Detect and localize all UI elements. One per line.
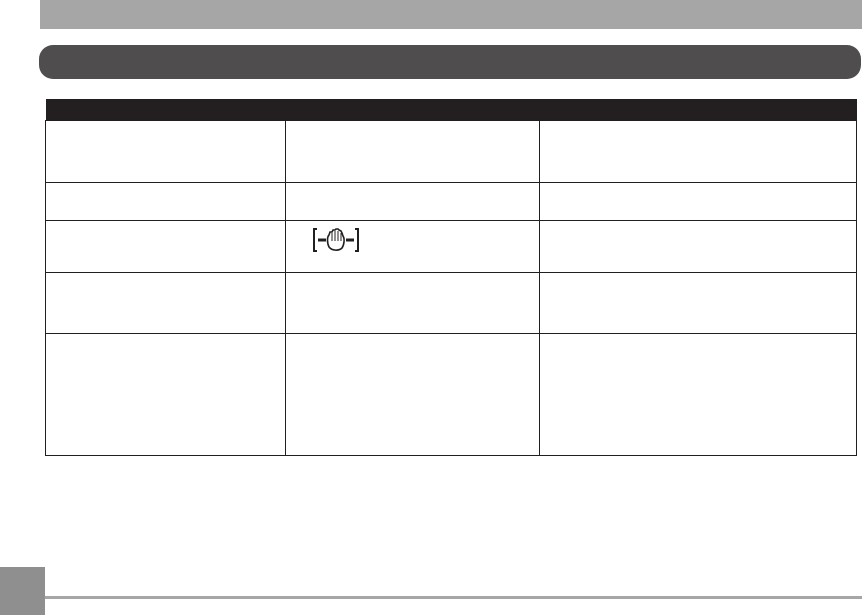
table-cell — [285, 182, 540, 221]
table-row — [45, 333, 857, 456]
table-cell — [45, 182, 286, 221]
table-header-row — [45, 99, 857, 121]
table-cell — [539, 220, 857, 273]
image-stabilization-hand-icon — [313, 228, 359, 252]
footer-rule — [45, 596, 862, 599]
table-row — [45, 272, 857, 334]
column-header — [285, 99, 540, 121]
chapter-header-bar — [40, 0, 862, 29]
table-row — [45, 120, 857, 183]
section-title-bar — [39, 45, 861, 79]
table-cell — [539, 182, 857, 221]
table-cell — [539, 333, 857, 456]
table-row — [45, 220, 857, 273]
table-cell — [539, 272, 857, 334]
column-header — [539, 99, 857, 121]
table-row — [45, 182, 857, 221]
table-cell — [285, 272, 540, 334]
table-cell — [45, 220, 286, 273]
table-cell — [45, 120, 286, 183]
table-cell — [45, 272, 286, 334]
settings-table — [45, 99, 857, 456]
column-header — [45, 99, 286, 121]
table-cell — [285, 333, 540, 456]
table-cell — [539, 120, 857, 183]
table-cell — [285, 120, 540, 183]
page-edge-tab — [0, 567, 45, 615]
table-cell — [45, 333, 286, 456]
